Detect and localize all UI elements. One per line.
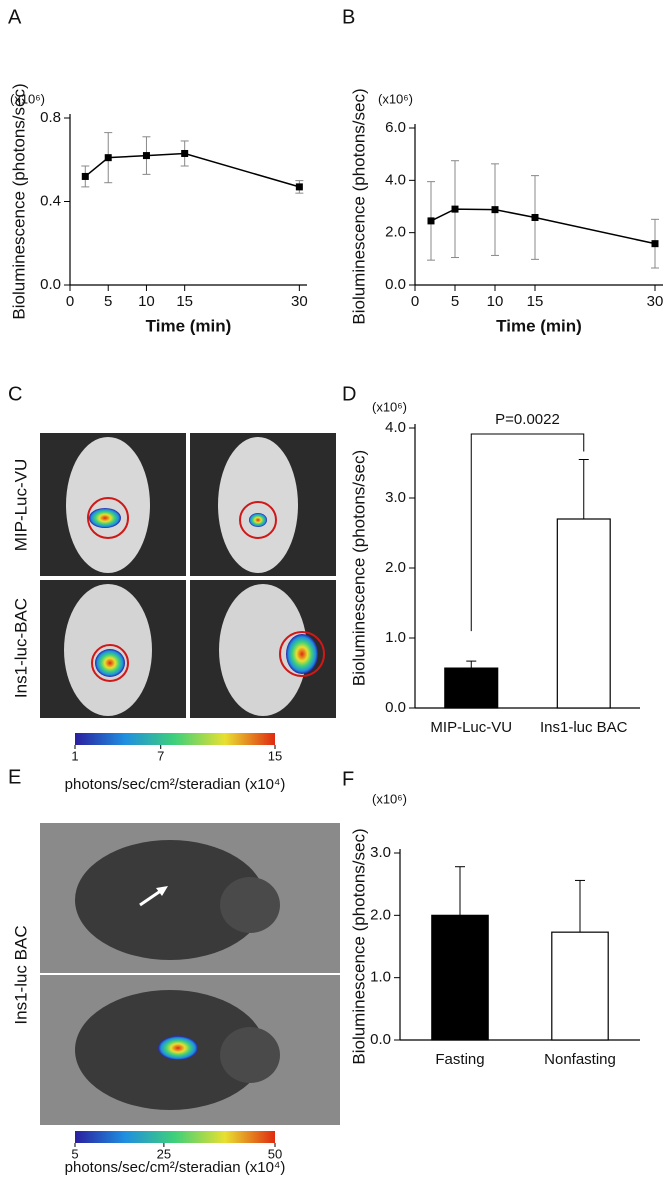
x-tick-label: MIP-Luc-VU (430, 719, 512, 736)
panel-label: B (342, 6, 355, 28)
x-tick-label: 10 (487, 293, 504, 310)
colorbar-tick-label: 7 (157, 748, 164, 763)
panel-label: A (8, 6, 22, 28)
marker (81, 172, 89, 180)
marker (181, 149, 189, 157)
y-unit: (x10⁶) (378, 91, 413, 106)
line (430, 208, 656, 245)
y-tick-label: 2.0 (385, 559, 406, 576)
y-unit: (x10⁶) (372, 399, 407, 414)
y-tick-label: 0.8 (40, 109, 61, 126)
colorbar-label: photons/sec/cm²/steradian (x10⁴) (65, 776, 286, 793)
row-label: Ins1-luc-BAC (11, 598, 30, 698)
y-tick-label: 0.4 (40, 192, 61, 209)
y-axis-label: Bioluminescence (photons/sec) (349, 88, 368, 324)
panel-label: F (342, 768, 354, 790)
y-tick-label: 3.0 (385, 489, 406, 506)
y-tick-label: 4.0 (385, 171, 406, 188)
x-tick-label: 30 (647, 293, 664, 310)
y-unit: (x10⁶) (10, 91, 45, 106)
x-axis-label: Time (min) (146, 316, 232, 335)
marker (651, 240, 659, 248)
marker (104, 154, 112, 162)
y-tick-label: 6.0 (385, 119, 406, 136)
x-tick-label: Ins1-luc BAC (540, 719, 628, 736)
x-tick-label: Fasting (435, 1051, 484, 1068)
bar (431, 914, 489, 1041)
y-tick-label: 0.0 (385, 276, 406, 293)
y-tick-label: 2.0 (385, 224, 406, 241)
colorbar (75, 733, 275, 745)
colorbar-tick-label: 15 (268, 748, 282, 763)
row-label: Ins1-luc BAC (11, 925, 30, 1024)
colorbar-tick-label: 5 (71, 1146, 78, 1161)
y-tick-label: 0.0 (370, 1031, 391, 1048)
mouse-images-e (40, 823, 340, 1125)
colorbar (75, 1131, 275, 1143)
marker (531, 213, 539, 221)
line (84, 152, 300, 188)
y-tick-label: 1.0 (385, 629, 406, 646)
mouse-images-c (40, 433, 336, 718)
y-unit: (x10⁶) (372, 791, 407, 806)
x-tick-label: 15 (176, 293, 193, 310)
p-value: P=0.0022 (495, 411, 560, 428)
marker (142, 152, 150, 160)
panel-label: C (8, 383, 22, 405)
row-label: MIP-Luc-VU (11, 459, 30, 552)
colorbar-tick-label: 1 (71, 748, 78, 763)
marker (295, 183, 303, 191)
x-tick-label: 0 (66, 293, 74, 310)
x-tick-label: Nonfasting (544, 1051, 616, 1068)
y-tick-label: 2.0 (370, 906, 391, 923)
y-tick-label: 3.0 (370, 844, 391, 861)
y-tick-label: 0.0 (385, 699, 406, 716)
bar (556, 518, 611, 709)
y-tick-label: 1.0 (370, 969, 391, 986)
colorbar-tick-label: 25 (157, 1146, 171, 1161)
y-axis-label: Bioluminescence (photons/sec) (349, 828, 368, 1064)
x-tick-label: 10 (138, 293, 155, 310)
y-axis-label: Bioluminescence (photons/sec) (9, 83, 28, 319)
x-tick-label: 30 (291, 293, 308, 310)
colorbar-tick-label: 50 (268, 1146, 282, 1161)
marker (427, 217, 435, 225)
y-axis-label: Bioluminescence (photons/sec) (349, 450, 368, 686)
marker (451, 205, 459, 213)
x-tick-label: 0 (411, 293, 419, 310)
y-tick-label: 4.0 (385, 419, 406, 436)
marker (491, 206, 499, 214)
x-axis-label: Time (min) (496, 316, 582, 335)
x-tick-label: 5 (451, 293, 459, 310)
panel-label: D (342, 383, 356, 405)
panel-label: E (8, 766, 21, 788)
colorbar-label: photons/sec/cm²/steradian (x10⁴) (65, 1159, 286, 1176)
significance-bracket (470, 433, 585, 632)
bar (444, 667, 499, 709)
bar (551, 931, 609, 1041)
y-tick-label: 0.0 (40, 276, 61, 293)
x-tick-label: 15 (527, 293, 544, 310)
x-tick-label: 5 (104, 293, 112, 310)
